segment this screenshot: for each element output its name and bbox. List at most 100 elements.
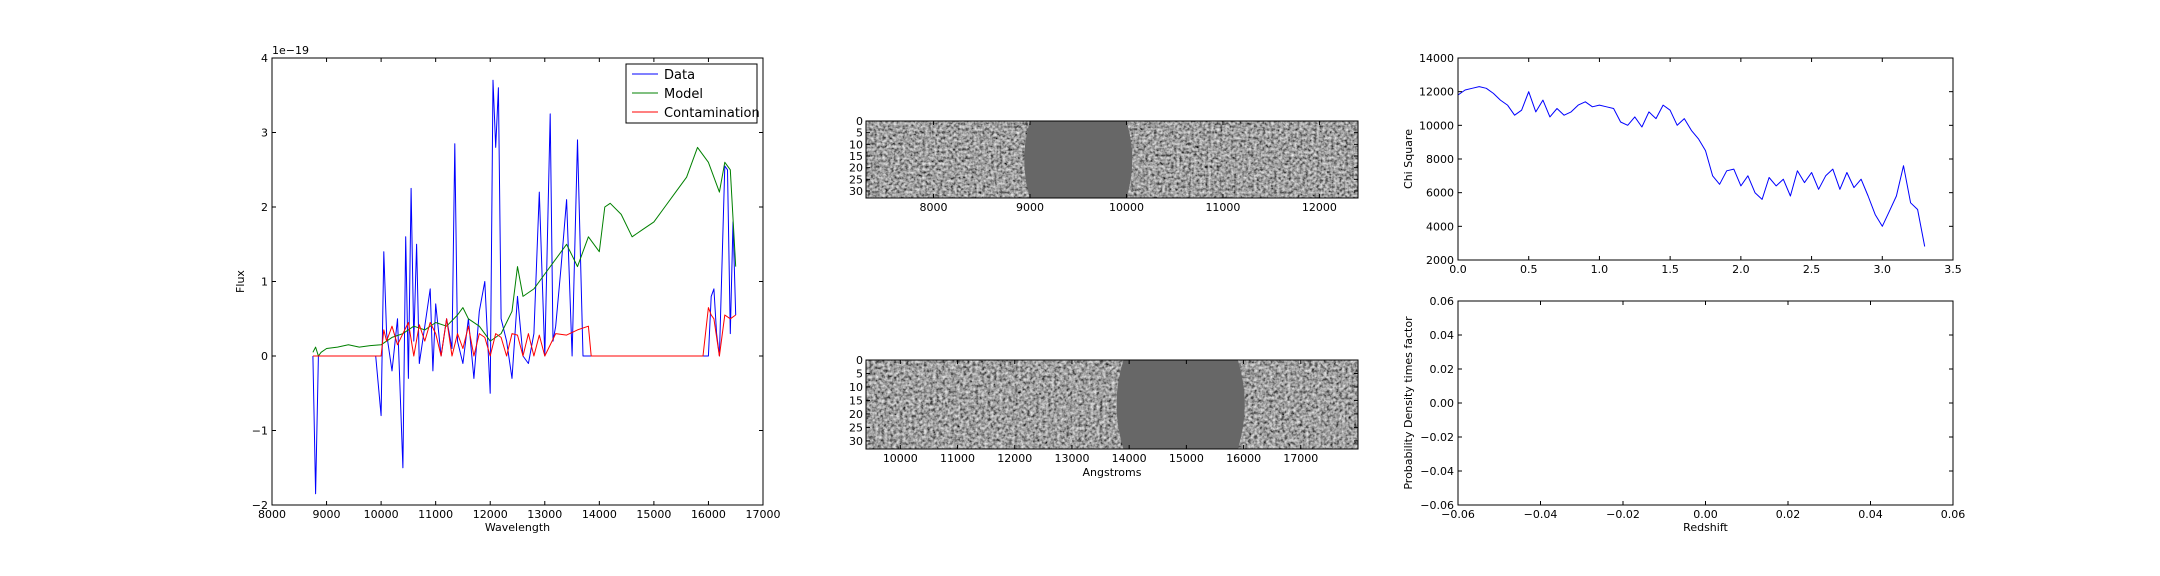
probability-x-tick-label: −0.04 bbox=[1524, 508, 1558, 521]
probability-x-tick-label: 0.06 bbox=[1941, 508, 1966, 521]
spectrum-image-bottom-x-axis-label: Angstroms bbox=[1083, 466, 1142, 479]
probability-x-tick-label: 0.04 bbox=[1858, 508, 1883, 521]
probability-plot: −0.06 −0.04 −0.02 0.00 0.02 0.04 0.06 −0.06 −0.0… bbox=[1402, 295, 1965, 534]
spectrum-x-tick-label: 12000 bbox=[473, 508, 508, 521]
spectrum-y-tick-label: 4 bbox=[261, 52, 268, 65]
spectrum-image-bottom-y-tick-label: 25 bbox=[849, 421, 863, 434]
spectrum-image-bottom: 10000 11000 12000 13000 14000 15000 16000 17000… bbox=[849, 354, 1359, 479]
spectrum-image-bottom-noise-field bbox=[866, 360, 1358, 449]
probability-y-axis-label: Probability Density times factor bbox=[1402, 316, 1415, 490]
spectrum-image-bottom-y-tick-label: 10 bbox=[849, 381, 863, 394]
spectrum-image-bottom-x-tick-label: 16000 bbox=[1226, 452, 1261, 465]
legend-entry-model: Model bbox=[664, 87, 703, 102]
chi-square-x-tick-label: 3.5 bbox=[1944, 263, 1962, 276]
spectrum-image-bottom-x-tick-label: 17000 bbox=[1283, 452, 1318, 465]
probability-x-tick-label: −0.06 bbox=[1441, 508, 1475, 521]
spectrum-image-top-image bbox=[866, 121, 1358, 198]
legend-entry-data: Data bbox=[664, 68, 695, 83]
spectrum-x-tick-label: 13000 bbox=[527, 508, 562, 521]
spectrum-image-bottom-y-tick-label: 5 bbox=[856, 367, 863, 380]
probability-x-tick-label: −0.02 bbox=[1606, 508, 1640, 521]
spectrum-y-axis-label: Flux bbox=[234, 270, 247, 293]
spectrum-x-tick-label: 9000 bbox=[313, 508, 341, 521]
spectrum-image-top-frame bbox=[865, 120, 1359, 199]
spectrum-image-top-y-tick-label: 15 bbox=[849, 150, 863, 163]
spectrum-image-top-x-tick-label: 9000 bbox=[1016, 201, 1044, 214]
spectrum-y-tick-label: 2 bbox=[261, 201, 268, 214]
spectrum-image-top-y-tick-label: 10 bbox=[849, 138, 863, 151]
spectrum-image-bottom-image bbox=[866, 360, 1358, 449]
chi-square-y-axis-label: Chi Square bbox=[1402, 129, 1415, 189]
chi-square-y-tick-label: 6000 bbox=[1426, 187, 1454, 200]
chi-square-x-tick-label: 2.5 bbox=[1803, 263, 1821, 276]
spectrum-image-top-x-tick-label: 12000 bbox=[1302, 201, 1337, 214]
spectrum-image-bottom-x-tick-label: 12000 bbox=[997, 452, 1032, 465]
chi-square-y-tick-label: 2000 bbox=[1426, 254, 1454, 267]
spectrum-x-tick-label: 10000 bbox=[364, 508, 399, 521]
probability-y-tick-label: 0.06 bbox=[1430, 295, 1455, 308]
spectrum-image-bottom-y-tick-label: 15 bbox=[849, 394, 863, 407]
spectrum-image-bottom-y-tick-label: 30 bbox=[849, 435, 863, 448]
spectrum-x-tick-label: 8000 bbox=[258, 508, 286, 521]
spectrum-image-top-masked-region bbox=[1024, 121, 1133, 198]
legend-entry-contamination: Contamination bbox=[664, 106, 760, 121]
spectrum-x-tick-label: 17000 bbox=[746, 508, 781, 521]
chi-square-x-tick-label: 1.0 bbox=[1591, 263, 1609, 276]
spectrum-x-tick-label: 14000 bbox=[582, 508, 617, 521]
spectrum-plot-background bbox=[272, 58, 763, 505]
spectrum-x-axis-label: Wavelength bbox=[485, 521, 550, 534]
spectrum-y-tick-label: 1 bbox=[261, 276, 268, 289]
spectrum-y-tick-label: −2 bbox=[252, 499, 268, 512]
probability-plot-background bbox=[1458, 301, 1953, 505]
probability-y-tick-label: 0.02 bbox=[1430, 363, 1455, 376]
spectrum-image-bottom-x-tick-label: 11000 bbox=[940, 452, 975, 465]
spectrum-image-top-x-tick-label: 8000 bbox=[920, 201, 948, 214]
probability-y-tick-label: −0.04 bbox=[1420, 465, 1454, 478]
chi-square-y-tick-label: 10000 bbox=[1419, 119, 1454, 132]
probability-x-axis-label: Redshift bbox=[1683, 521, 1728, 534]
spectrum-image-bottom-y-tick-label: 20 bbox=[849, 408, 863, 421]
spectrum-image-bottom-y-tick-label: 0 bbox=[856, 354, 863, 367]
spectrum-image-top-y-tick-label: 5 bbox=[856, 127, 863, 140]
spectrum-y-offset-label: 1e−19 bbox=[272, 44, 309, 57]
spectrum-x-tick-label: 15000 bbox=[636, 508, 671, 521]
chi-square-plot-background bbox=[1458, 58, 1953, 260]
spectrum-image-bottom-frame bbox=[865, 359, 1359, 450]
spectrum-image-top-y-tick-label: 0 bbox=[856, 115, 863, 128]
chi-square-x-tick-label: 2.0 bbox=[1732, 263, 1750, 276]
spectrum-image-top-x-tick-label: 11000 bbox=[1205, 201, 1240, 214]
chi-square-x-tick-label: 0.0 bbox=[1449, 263, 1467, 276]
spectrum-image-top-y-tick-label: 30 bbox=[849, 185, 863, 198]
spectrum-image-bottom-x-tick-label: 10000 bbox=[883, 452, 918, 465]
chi-square-plot: 0.0 0.5 1.0 1.5 2.0 2.5 3.0 3.5 2000 4000 6000 8000… bbox=[1402, 52, 1962, 276]
spectrum-y-tick-label: 3 bbox=[261, 127, 268, 140]
chi-square-x-tick-label: 0.5 bbox=[1520, 263, 1538, 276]
spectrum-y-tick-label: −1 bbox=[252, 425, 268, 438]
chi-square-y-tick-label: 12000 bbox=[1419, 86, 1454, 99]
chi-square-line bbox=[1457, 86, 1926, 247]
chi-square-y-tick-label: 4000 bbox=[1426, 220, 1454, 233]
probability-y-tick-label: 0.04 bbox=[1430, 329, 1455, 342]
chi-square-x-tick-label: 1.5 bbox=[1661, 263, 1679, 276]
legend: Data Model Contamination bbox=[625, 63, 760, 124]
series-line-contamination bbox=[312, 307, 736, 357]
chi-square-y-tick-label: 8000 bbox=[1426, 153, 1454, 166]
spectrum-image-bottom-x-tick-label: 13000 bbox=[1054, 452, 1089, 465]
spectrum-image-bottom-x-tick-label: 14000 bbox=[1112, 452, 1147, 465]
probability-x-tick-label: 0.02 bbox=[1776, 508, 1801, 521]
chi-square-y-tick-label: 14000 bbox=[1419, 52, 1454, 65]
probability-y-tick-label: −0.02 bbox=[1420, 431, 1454, 444]
probability-y-tick-label: 0.00 bbox=[1430, 397, 1455, 410]
spectrum-image-top-y-tick-label: 25 bbox=[849, 173, 863, 186]
chi-square-x-tick-label: 3.0 bbox=[1874, 263, 1892, 276]
probability-x-tick-label: 0.00 bbox=[1693, 508, 1718, 521]
spectrum-y-tick-label: 0 bbox=[261, 350, 268, 363]
spectrum-image-top-y-tick-label: 20 bbox=[849, 162, 863, 175]
probability-y-tick-label: −0.06 bbox=[1420, 499, 1454, 512]
series-line-model bbox=[312, 146, 737, 357]
spectrum-x-tick-label: 16000 bbox=[691, 508, 726, 521]
spectrum-image-bottom-masked-region bbox=[1116, 360, 1245, 449]
spectrum-plot: 8000 9000 10000 11000 12000 13000 14000 15000 16… bbox=[234, 44, 781, 534]
